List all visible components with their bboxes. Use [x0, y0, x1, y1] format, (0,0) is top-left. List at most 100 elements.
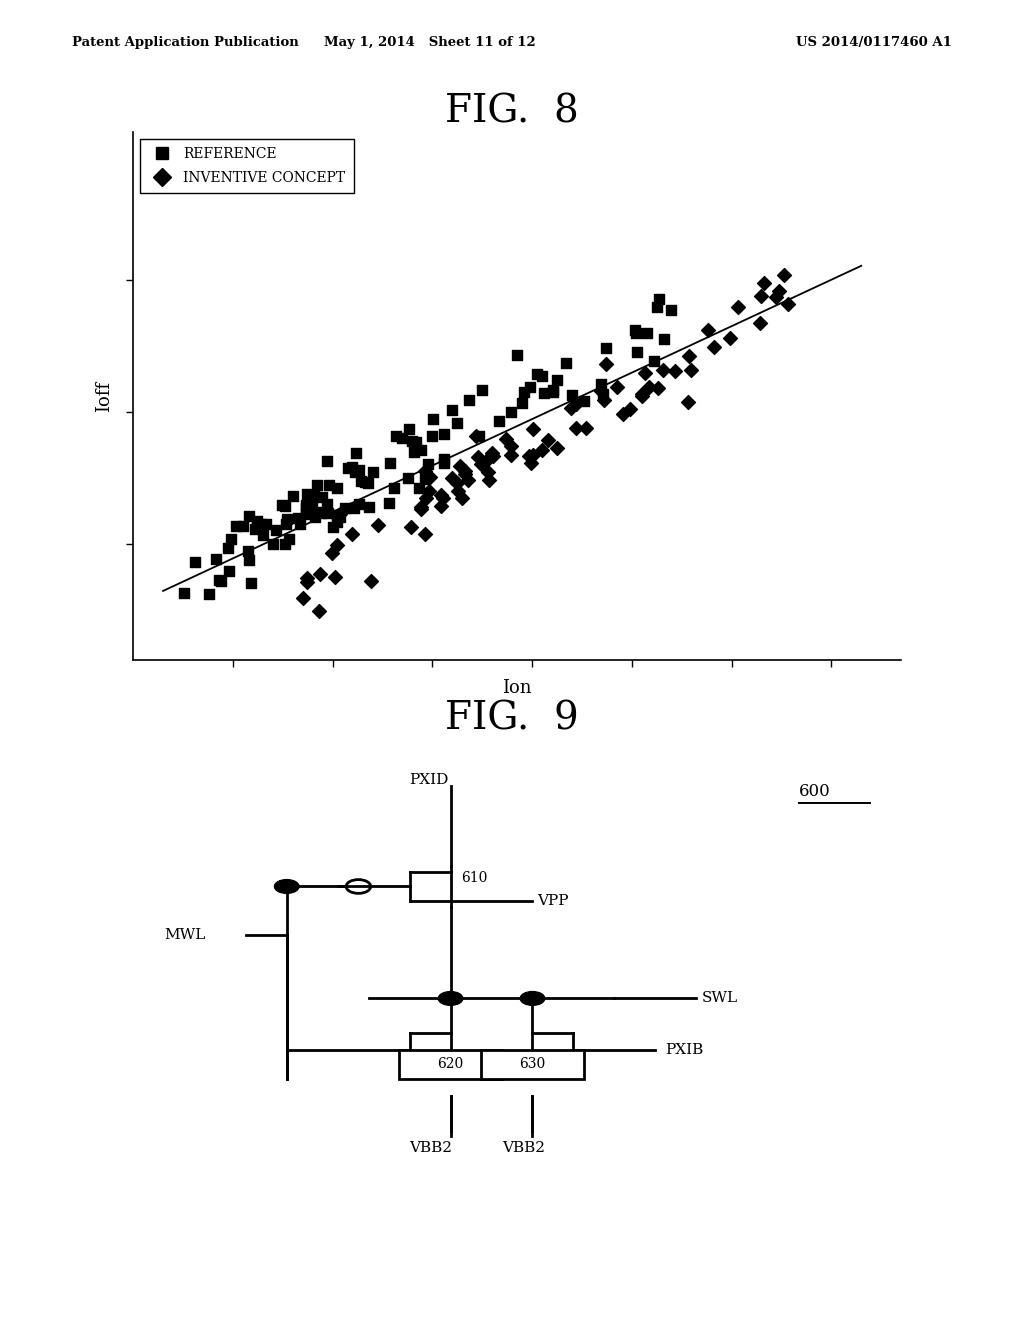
REFERENCE — [285, 486, 301, 507]
INVENTIVE CONCEPT — [457, 463, 473, 484]
Text: May 1, 2014   Sheet 11 of 12: May 1, 2014 Sheet 11 of 12 — [325, 36, 536, 49]
REFERENCE — [274, 495, 291, 516]
INVENTIVE CONCEPT — [730, 296, 746, 317]
Text: Patent Application Publication: Patent Application Publication — [72, 36, 298, 49]
REFERENCE — [436, 449, 453, 470]
Bar — [481, 1051, 584, 1078]
Text: PXIB: PXIB — [666, 1043, 703, 1057]
REFERENCE — [268, 520, 285, 541]
INVENTIVE CONCEPT — [417, 523, 433, 544]
REFERENCE — [400, 418, 417, 440]
INVENTIVE CONCEPT — [469, 446, 485, 467]
INVENTIVE CONCEPT — [329, 535, 345, 556]
INVENTIVE CONCEPT — [344, 523, 360, 544]
REFERENCE — [420, 454, 436, 475]
REFERENCE — [303, 491, 319, 512]
INVENTIVE CONCEPT — [776, 265, 793, 286]
INVENTIVE CONCEPT — [549, 438, 565, 459]
INVENTIVE CONCEPT — [667, 360, 683, 381]
Text: VPP: VPP — [538, 894, 569, 908]
INVENTIVE CONCEPT — [479, 449, 496, 470]
INVENTIVE CONCEPT — [614, 404, 631, 425]
REFERENCE — [651, 288, 668, 309]
REFERENCE — [503, 401, 519, 422]
Y-axis label: Ioff: Ioff — [95, 380, 113, 412]
INVENTIVE CONCEPT — [432, 484, 449, 506]
INVENTIVE CONCEPT — [534, 440, 550, 461]
INVENTIVE CONCEPT — [310, 601, 327, 622]
REFERENCE — [549, 370, 565, 391]
Text: VBB2: VBB2 — [502, 1140, 545, 1155]
REFERENCE — [308, 502, 325, 523]
REFERENCE — [298, 496, 314, 517]
REFERENCE — [187, 552, 204, 573]
INVENTIVE CONCEPT — [680, 391, 696, 412]
REFERENCE — [352, 470, 369, 491]
REFERENCE — [241, 540, 257, 561]
Circle shape — [274, 879, 299, 894]
REFERENCE — [443, 400, 460, 421]
REFERENCE — [350, 459, 367, 480]
INVENTIVE CONCEPT — [568, 417, 585, 438]
REFERENCE — [318, 450, 335, 471]
Text: 600: 600 — [799, 783, 830, 800]
INVENTIVE CONCEPT — [523, 453, 540, 474]
REFERENCE — [351, 494, 368, 515]
INVENTIVE CONCEPT — [473, 453, 489, 474]
REFERENCE — [509, 345, 525, 366]
REFERENCE — [360, 496, 377, 517]
INVENTIVE CONCEPT — [768, 286, 784, 308]
REFERENCE — [265, 533, 282, 554]
REFERENCE — [242, 549, 258, 570]
INVENTIVE CONCEPT — [457, 461, 473, 482]
INVENTIVE CONCEPT — [327, 566, 343, 587]
INVENTIVE CONCEPT — [757, 272, 773, 293]
Circle shape — [520, 991, 545, 1006]
REFERENCE — [292, 513, 308, 535]
REFERENCE — [545, 380, 561, 401]
INVENTIVE CONCEPT — [332, 504, 348, 525]
INVENTIVE CONCEPT — [520, 445, 537, 466]
INVENTIVE CONCEPT — [468, 425, 484, 446]
INVENTIVE CONCEPT — [364, 570, 380, 591]
INVENTIVE CONCEPT — [568, 393, 585, 414]
REFERENCE — [340, 457, 356, 478]
REFERENCE — [298, 503, 314, 524]
Text: VBB2: VBB2 — [410, 1140, 453, 1155]
INVENTIVE CONCEPT — [480, 462, 497, 483]
REFERENCE — [208, 548, 224, 569]
INVENTIVE CONCEPT — [449, 473, 465, 494]
REFERENCE — [223, 528, 240, 549]
INVENTIVE CONCEPT — [649, 378, 666, 399]
REFERENCE — [513, 393, 529, 414]
REFERENCE — [470, 425, 486, 446]
REFERENCE — [406, 441, 422, 462]
REFERENCE — [175, 583, 191, 605]
REFERENCE — [280, 508, 296, 529]
INVENTIVE CONCEPT — [654, 359, 671, 380]
REFERENCE — [343, 457, 359, 478]
INVENTIVE CONCEPT — [454, 487, 470, 508]
INVENTIVE CONCEPT — [596, 389, 612, 411]
REFERENCE — [656, 329, 673, 350]
REFERENCE — [595, 383, 611, 404]
REFERENCE — [528, 363, 545, 384]
REFERENCE — [558, 352, 574, 374]
REFERENCE — [249, 510, 265, 531]
INVENTIVE CONCEPT — [452, 455, 468, 477]
REFERENCE — [646, 350, 663, 371]
REFERENCE — [628, 322, 644, 343]
REFERENCE — [593, 374, 609, 395]
REFERENCE — [424, 425, 440, 446]
INVENTIVE CONCEPT — [503, 436, 519, 457]
INVENTIVE CONCEPT — [779, 293, 796, 314]
Text: SWL: SWL — [701, 991, 737, 1006]
Text: FIG.  8: FIG. 8 — [445, 94, 579, 131]
REFERENCE — [329, 478, 345, 499]
REFERENCE — [387, 425, 403, 446]
INVENTIVE CONCEPT — [524, 445, 541, 466]
REFERENCE — [299, 483, 315, 504]
INVENTIVE CONCEPT — [562, 397, 579, 418]
REFERENCE — [321, 475, 337, 496]
INVENTIVE CONCEPT — [483, 442, 500, 463]
